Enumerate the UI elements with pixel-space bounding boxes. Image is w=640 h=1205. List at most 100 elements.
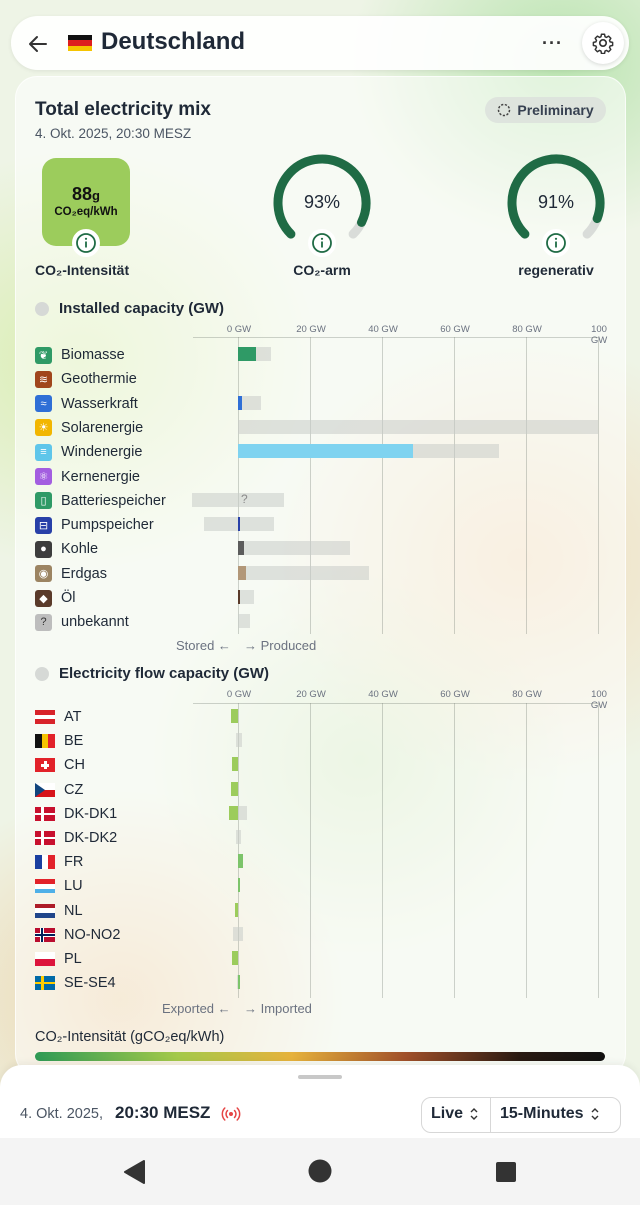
renewable-label: regenerativ bbox=[518, 262, 594, 278]
stored-capacity-bar[interactable] bbox=[191, 492, 238, 507]
produced-legend: → Produced bbox=[244, 638, 317, 653]
source-row-label[interactable]: ◉ Erdgas bbox=[35, 565, 107, 583]
zone-row-label[interactable]: SE-SE4 bbox=[35, 974, 116, 992]
zone-row-label[interactable]: CZ bbox=[35, 781, 83, 799]
imported-legend: → Imported bbox=[244, 1001, 312, 1016]
source-row-label[interactable]: ? unbekannt bbox=[35, 613, 129, 631]
export-flow-bar[interactable] bbox=[231, 709, 238, 723]
zone-name: NO-NO2 bbox=[64, 926, 121, 943]
capacity-bar[interactable] bbox=[238, 565, 370, 580]
installed-capacity-title[interactable]: Installed capacity (GW) bbox=[35, 300, 224, 317]
zone-row-label[interactable]: LU bbox=[35, 877, 83, 895]
source-row-label[interactable]: ⊟ Pumpspeicher bbox=[35, 516, 154, 534]
export-flow-bar[interactable] bbox=[232, 951, 238, 965]
low-carbon-label: CO₂-arm bbox=[293, 262, 351, 278]
export-flow-bar[interactable] bbox=[234, 902, 238, 917]
axis-gridline bbox=[598, 703, 599, 998]
page-title: Deutschland bbox=[101, 28, 246, 55]
export-capacity-bar[interactable] bbox=[235, 830, 238, 844]
import-capacity-bar[interactable] bbox=[238, 830, 242, 844]
co2-intensity-value-wrap: 88g bbox=[42, 184, 130, 205]
capacity-bar[interactable] bbox=[238, 517, 274, 532]
source-row-label[interactable]: ⚛ Kernenergie bbox=[35, 468, 140, 486]
source-row-label[interactable]: ☀ Solarenergie bbox=[35, 419, 143, 437]
interval-select[interactable]: 15-Minutes bbox=[500, 1105, 600, 1123]
low-carbon-gauge bbox=[273, 154, 371, 239]
source-name: Öl bbox=[61, 590, 76, 606]
back-arrow-icon[interactable] bbox=[27, 33, 49, 55]
import-capacity-bar[interactable] bbox=[238, 926, 244, 941]
capacity-bar[interactable] bbox=[238, 590, 255, 604]
import-flow-bar[interactable] bbox=[238, 878, 240, 893]
export-capacity-bar[interactable] bbox=[237, 975, 238, 990]
import-capacity-bar[interactable] bbox=[238, 805, 247, 820]
produced-bar[interactable] bbox=[238, 590, 240, 604]
time-range-control bbox=[421, 1097, 621, 1133]
gear-icon bbox=[592, 33, 614, 54]
capacity-bar[interactable] bbox=[238, 419, 598, 434]
produced-bar[interactable] bbox=[238, 444, 413, 459]
nav-recents-icon[interactable] bbox=[495, 1161, 517, 1183]
capacity-bar[interactable] bbox=[238, 395, 261, 410]
nav-home-icon[interactable] bbox=[308, 1159, 332, 1183]
se-flag-icon bbox=[35, 976, 55, 991]
source-name: Windenergie bbox=[61, 444, 143, 461]
flow-capacity-title-text: Electricity flow capacity (GW) bbox=[59, 665, 270, 682]
gauge-fill bbox=[273, 154, 371, 239]
produced-bar[interactable] bbox=[238, 565, 247, 580]
export-capacity-bar[interactable] bbox=[236, 733, 238, 748]
gas-icon: ◉ bbox=[35, 565, 52, 583]
import-flow-bar[interactable] bbox=[238, 975, 241, 990]
zone-row-label[interactable]: CH bbox=[35, 756, 85, 774]
produced-bar[interactable] bbox=[238, 541, 245, 556]
source-row-label[interactable]: ● Kohle bbox=[35, 540, 98, 558]
axis-tick-label: 0 GW bbox=[226, 689, 252, 700]
zone-row-label[interactable]: AT bbox=[35, 708, 81, 726]
export-flow-bar[interactable] bbox=[231, 781, 238, 796]
source-name: Kohle bbox=[61, 541, 99, 558]
axis-tick-label: 80 GW bbox=[512, 689, 542, 700]
zone-row-label[interactable]: PL bbox=[35, 950, 82, 968]
source-row-label[interactable]: ❦ Biomasse bbox=[35, 346, 125, 364]
dk-flag-icon bbox=[35, 831, 55, 845]
export-flow-bar[interactable] bbox=[231, 757, 238, 772]
axis-line bbox=[193, 703, 598, 704]
import-capacity-bar[interactable] bbox=[238, 733, 242, 748]
produced-bar[interactable] bbox=[238, 395, 243, 410]
info-icon[interactable] bbox=[308, 229, 336, 257]
source-row-label[interactable]: ▯ Batteriespeicher bbox=[35, 492, 166, 510]
sheet-handle[interactable] bbox=[298, 1075, 342, 1079]
zone-row-label[interactable]: DK-DK1 bbox=[35, 805, 117, 823]
settings-button[interactable] bbox=[582, 22, 624, 64]
produced-bar[interactable] bbox=[238, 517, 240, 532]
zone-row-label[interactable]: BE bbox=[35, 732, 83, 750]
zone-row-label[interactable]: NO-NO2 bbox=[35, 926, 120, 944]
source-row-label[interactable]: ≈ Wasserkraft bbox=[35, 395, 138, 413]
time-clock: 20:30 MESZ bbox=[115, 1103, 211, 1122]
nav-back-icon[interactable] bbox=[122, 1159, 148, 1185]
export-flow-bar[interactable] bbox=[229, 805, 238, 820]
capacity-bar[interactable] bbox=[238, 492, 285, 507]
stored-capacity-bar[interactable] bbox=[203, 517, 238, 532]
axis-gridline bbox=[382, 337, 383, 634]
info-icon[interactable] bbox=[542, 229, 570, 257]
source-row-label[interactable]: ◆ Öl bbox=[35, 589, 76, 607]
axis-gridline bbox=[526, 703, 527, 998]
source-row-label[interactable]: ≡ Windenergie bbox=[35, 443, 142, 461]
zone-row-label[interactable]: DK-DK2 bbox=[35, 829, 117, 847]
produced-bar[interactable] bbox=[238, 347, 256, 361]
zone-row-label[interactable]: NL bbox=[35, 902, 83, 920]
zone-name: NL bbox=[64, 902, 83, 919]
source-row-label[interactable]: ≋ Geothermie bbox=[35, 370, 137, 388]
preliminary-badge[interactable]: Preliminary bbox=[485, 97, 606, 123]
zone-row-label[interactable]: FR bbox=[35, 853, 83, 871]
info-icon[interactable] bbox=[72, 229, 100, 257]
flow-capacity-title[interactable]: Electricity flow capacity (GW) bbox=[35, 665, 269, 682]
dk-flag-icon bbox=[35, 806, 55, 821]
capacity-bar[interactable] bbox=[238, 541, 350, 556]
export-capacity-bar[interactable] bbox=[232, 926, 238, 941]
capacity-bar[interactable] bbox=[238, 614, 250, 629]
live-select[interactable]: Live bbox=[431, 1105, 479, 1123]
import-flow-bar[interactable] bbox=[238, 854, 244, 869]
more-options-icon[interactable]: ··· bbox=[542, 33, 563, 53]
